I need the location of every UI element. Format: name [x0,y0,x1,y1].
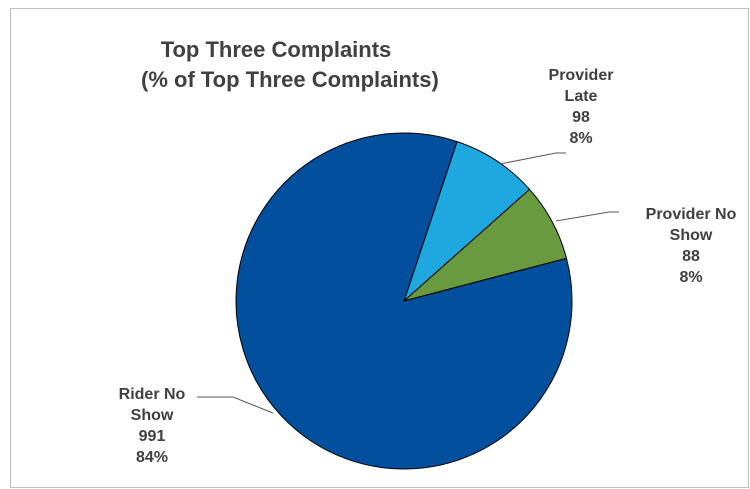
label-percent: 8% [569,130,593,147]
chart-title-block: Top Three Complaints (% of Top Three Com… [141,35,439,95]
label-percent: 8% [679,269,703,286]
chart-subtitle: (% of Top Three Complaints) [141,67,439,92]
label-line: Show [669,227,713,244]
label-line: Late [564,88,598,105]
data-label-provider-no-show: Provider No Show 88 8% [621,204,748,288]
leader-line-provider-no-show [555,211,619,222]
chart-title: Top Three Complaints [160,37,392,62]
pie-chart [197,132,619,470]
label-line: Rider No [118,386,186,403]
chart-frame: Top Three Complaints (% of Top Three Com… [10,8,749,488]
label-line: Provider [548,67,614,84]
slice-provider-late [402,140,531,303]
label-line: Provider No [645,206,737,223]
leader-line-provider-late [499,152,566,165]
slice-rider-no-show [235,132,573,470]
label-percent: 84% [135,449,169,466]
data-label-provider-late: Provider Late 98 8% [536,65,626,149]
label-line: Show [130,407,174,424]
leader-line-rider-no-show [197,396,274,414]
label-value: 991 [138,428,166,445]
label-value: 98 [572,109,590,126]
data-label-rider-no-show: Rider No Show 991 84% [107,384,197,468]
label-value: 88 [682,248,700,265]
